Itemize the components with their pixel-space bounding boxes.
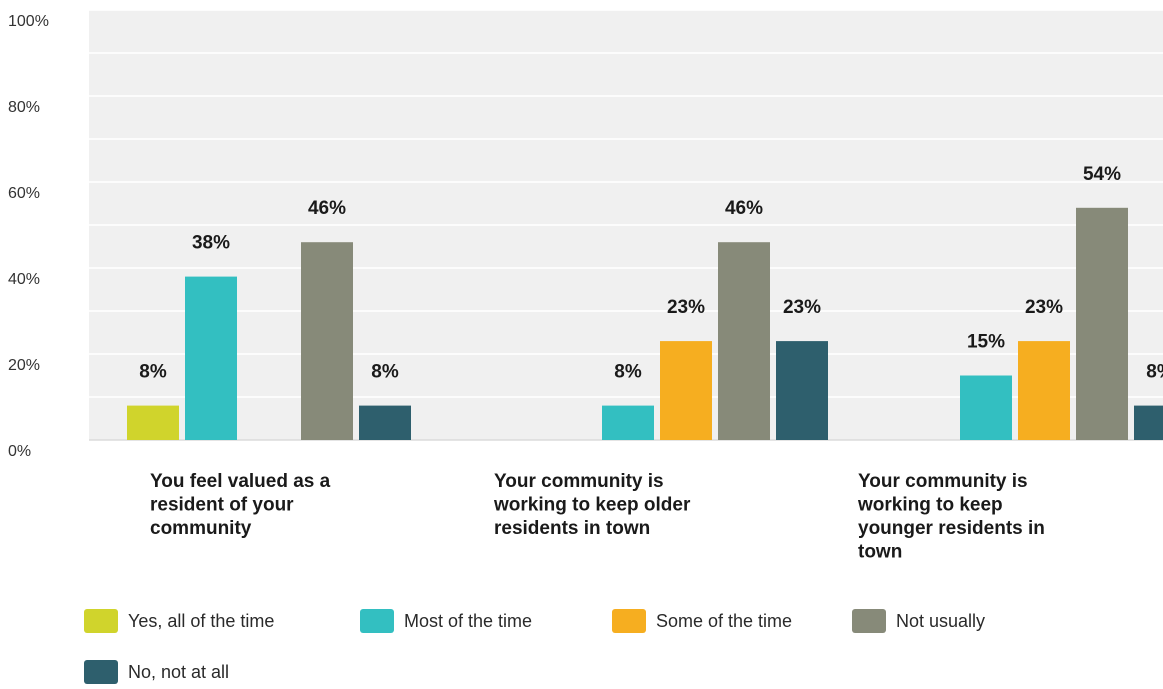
bar (660, 341, 712, 440)
category-label: Your community is (858, 471, 1028, 492)
bar (776, 341, 828, 440)
data-label: 46% (308, 198, 346, 219)
bar (602, 405, 654, 440)
data-label: 8% (1146, 362, 1163, 383)
bar (185, 276, 237, 440)
bar (1018, 341, 1070, 440)
legend-item: Not usually (852, 608, 1052, 634)
y-axis: 0% 20% 40% 60% 80% 100% (8, 13, 49, 460)
bar (127, 405, 179, 440)
data-label: 23% (667, 297, 705, 318)
grid-lines (89, 9, 1163, 441)
bar (1134, 405, 1163, 440)
data-label: 38% (192, 233, 230, 254)
legend-swatch (852, 609, 886, 633)
legend-swatch (84, 609, 118, 633)
bar (1076, 207, 1128, 440)
bar (718, 242, 770, 440)
y-tick-label: 100% (8, 13, 49, 30)
legend-swatch (612, 609, 646, 633)
legend-label: Some of the time (656, 610, 793, 631)
data-label: 15% (967, 332, 1005, 353)
category-label: residents in town (494, 518, 650, 539)
legend-item: Some of the time (612, 608, 830, 634)
bar-chart: 0% 20% 40% 60% 80% 100% 8% 38% 46% 8% 8% 23% 46% 23%… (8, 9, 1163, 563)
y-tick-label: 40% (8, 271, 40, 288)
legend-label: Not usually (896, 610, 986, 631)
category-label: town (858, 542, 902, 563)
category-label: resident of your (150, 495, 294, 516)
legend-swatch (360, 609, 394, 633)
bars (127, 207, 1163, 440)
category-label: working to keep (857, 495, 1003, 516)
y-tick-label: 0% (8, 443, 31, 460)
category-label: You feel valued as a (150, 471, 331, 492)
data-labels: 8% 38% 46% 8% 8% 23% 46% 23% 15% 23% 54% 8% (139, 164, 1163, 383)
y-tick-label: 60% (8, 185, 40, 202)
bar (301, 242, 353, 440)
category-label: Your community is (494, 471, 664, 492)
category-label: younger residents in (858, 518, 1045, 539)
y-tick-label: 80% (8, 99, 40, 116)
legend-item: Yes, all of the time (84, 608, 338, 634)
data-label: 46% (725, 198, 763, 219)
data-label: 23% (1025, 297, 1063, 318)
category-label: community (150, 518, 252, 539)
legend-item: No, not at all (84, 659, 229, 685)
data-label: 8% (614, 362, 642, 383)
data-label: 23% (783, 297, 821, 318)
data-label: 8% (371, 362, 399, 383)
data-label: 8% (139, 362, 167, 383)
bar (359, 405, 411, 440)
y-tick-label: 20% (8, 357, 40, 374)
legend: Yes, all of the time Most of the time Some… (84, 608, 1084, 685)
bar (960, 375, 1012, 440)
data-label: 54% (1083, 164, 1121, 185)
legend-swatch (84, 660, 118, 684)
legend-item: Most of the time (360, 608, 590, 634)
legend-label: No, not at all (128, 661, 230, 682)
legend-label: Yes, all of the time (128, 610, 275, 631)
legend-label: Most of the time (404, 610, 533, 631)
category-labels: You feel valued as a resident of yourcomm… (150, 471, 1045, 563)
category-label: working to keep older (493, 495, 691, 516)
